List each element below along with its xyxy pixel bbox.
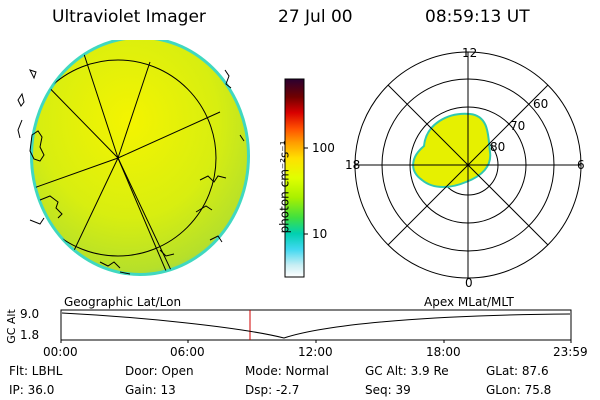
timeline-x-2359: 23:59: [553, 345, 588, 359]
status-mode: Mode: Normal: [245, 364, 329, 378]
observation-time: 08:59:13 UT: [425, 7, 530, 27]
timeline-y-tick-max: 9.0: [20, 307, 40, 321]
timeline-x-1200: 12:00: [298, 345, 333, 359]
timeline-plot: [60, 309, 572, 343]
status-ip: IP: 36.0: [9, 383, 55, 397]
status-glat: GLat: 87.6: [486, 364, 549, 378]
colorbar: [284, 78, 308, 278]
polar-label-18: 18: [345, 158, 361, 172]
timeline-x-0000: 00:00: [43, 345, 78, 359]
polar-lat-60: 60: [533, 97, 549, 111]
status-dsp: Dsp: -2.7: [245, 383, 300, 397]
status-glon: GLon: 75.8: [486, 383, 552, 397]
timeline-right-title: Apex MLat/MLT: [424, 295, 514, 309]
status-filter: Flt: LBHL: [9, 364, 63, 378]
polar-plot: [354, 51, 582, 279]
polar-lat-80: 80: [490, 140, 506, 154]
colorbar-tick-10: 10: [312, 227, 328, 241]
coastlines: [17, 69, 245, 275]
polar-label-6: 6: [577, 158, 585, 172]
timeline-left-title: Geographic Lat/Lon: [64, 295, 182, 309]
polar-lat-70: 70: [510, 119, 526, 133]
altitude-curve: [61, 312, 571, 339]
timeline-y-tick-min: 1.8: [20, 328, 40, 342]
colorbar-tick-100: 100: [312, 141, 335, 155]
status-door: Door: Open: [125, 364, 194, 378]
auroral-oval: [412, 112, 492, 188]
instrument-title: Ultraviolet Imager: [52, 7, 206, 27]
colorbar-unit-label: photon cm⁻²s⁻¹: [277, 140, 292, 234]
status-seq: Seq: 39: [365, 383, 411, 397]
status-gc-alt: GC Alt: 3.9 Re: [365, 364, 449, 378]
geographic-image: [17, 40, 250, 276]
polar-spokes: [355, 52, 581, 278]
timeline-x-1800: 18:00: [426, 345, 461, 359]
observation-date: 27 Jul 00: [278, 7, 353, 27]
auroral-disk: [33, 40, 247, 273]
timeline-y-title: GC Alt: [4, 309, 18, 344]
status-gain: Gain: 13: [125, 383, 176, 397]
polar-label-12: 12: [462, 46, 478, 60]
timeline-x-0600: 06:00: [170, 345, 205, 359]
polar-label-0: 0: [465, 276, 473, 290]
